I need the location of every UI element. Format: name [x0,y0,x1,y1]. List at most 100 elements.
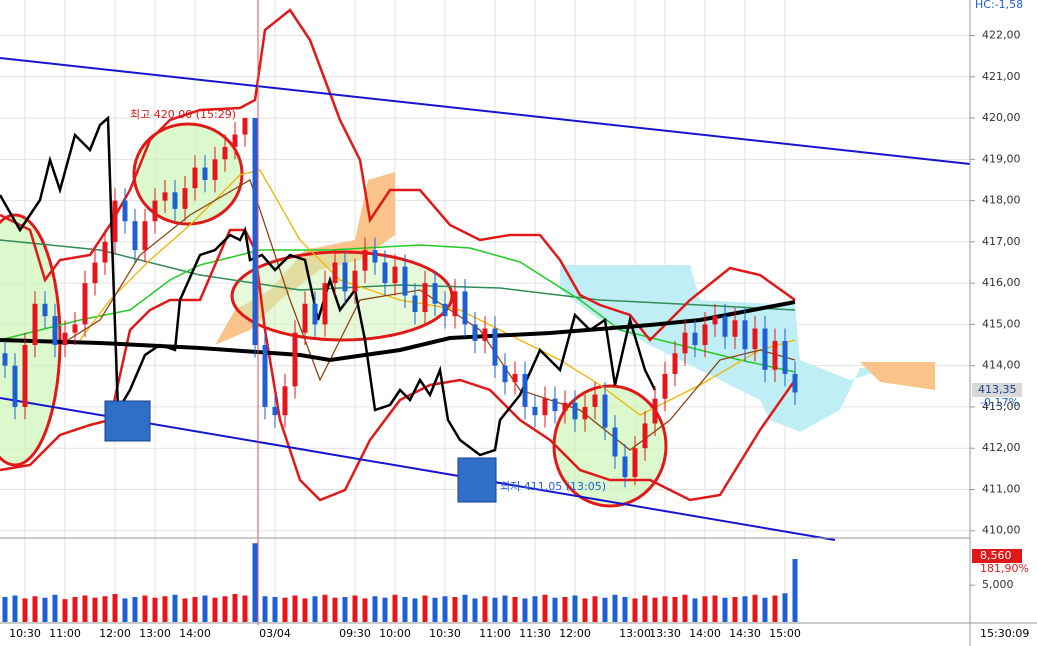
x-tick-label: 10:30 [429,627,461,640]
candle-body [612,427,618,457]
volume-bar [582,598,588,622]
volume-bar [772,595,778,622]
x-tick-label: 10:30 [9,627,41,640]
volume-box [972,549,1022,563]
volume-last: 8,560 [980,549,1012,562]
marker-box [104,400,151,442]
x-tick-label: 14:00 [689,627,721,640]
candle-body [512,373,518,383]
volume-bar [602,597,608,622]
candle-body [122,200,128,222]
volume-bar [332,597,338,622]
last-price: 413,35 [978,383,1017,396]
volume-bar [422,595,428,622]
y-tick-label: 410,00 [982,524,1021,537]
volume-bar [232,594,238,622]
x-tick-label: 10:00 [379,627,411,640]
candle-body [542,398,548,416]
candle-body [412,295,418,313]
volume-bar [762,597,768,622]
volume-bar [252,543,258,622]
volume-bar [692,598,698,622]
candle-body [772,340,778,370]
volume-bar [702,596,708,622]
candle-body [172,192,178,209]
candle-body [532,406,538,416]
x-tick-label: 12:00 [99,627,131,640]
ma-line [0,239,796,311]
candle-body [332,262,338,284]
candle-body [782,340,788,374]
y-tick-label: 420,00 [982,111,1021,124]
candle-body [762,328,768,370]
candle-body [262,345,268,407]
candle-body [702,324,708,346]
volume-bar [542,594,548,622]
y-tick-label: 422,00 [982,29,1021,42]
candle-body [242,118,248,135]
volume-bar [462,594,468,622]
x-tick-label: 12:00 [559,627,591,640]
volume-bar [52,594,58,622]
candle-body [472,324,478,341]
candle-body [692,332,698,346]
candle-body [272,406,278,416]
candle-body [72,324,78,333]
volume-bar [612,594,618,622]
high-note: 최고 420,00 (15:29) [130,108,236,121]
volume-bar [492,597,498,622]
volume-bar [482,596,488,622]
y-tick-label: 412,00 [982,441,1021,454]
candle-body [632,448,638,478]
volume-bar [132,596,138,622]
volume-bar [792,558,798,622]
volume-bar [202,595,208,622]
candle-body [312,303,318,325]
y-tick-label: 417,00 [982,235,1021,248]
volume-bar [192,596,198,622]
volume-bar [672,596,678,622]
volume-bar [292,595,298,622]
candle-body [342,262,348,292]
candle-body [132,221,138,251]
candle-body [592,394,598,407]
x-tick-label: 09:30 [339,627,371,640]
candle-body [182,188,188,209]
volume-bar [172,594,178,622]
x-tick-label: 13:00 [139,627,171,640]
candle-body [572,402,578,420]
volume-bar [272,596,278,622]
candle-body [352,270,358,292]
candle-body [672,353,678,374]
volume-bar [212,597,218,622]
candle-body [92,262,98,284]
volume-bar [262,596,268,622]
volume-bar [452,596,458,622]
candle-body [722,316,728,337]
candle-body [252,118,258,346]
candle-body [232,134,238,147]
volume-bar [152,597,158,622]
candle-body [62,332,68,346]
x-tick-label: 13:30 [649,627,681,640]
candle-body [582,406,588,420]
volume-bar [522,598,528,622]
volume-bar [532,596,538,622]
candle-body [442,303,448,317]
candle-body [102,241,108,263]
volume-bar [342,596,348,622]
volume-bar [42,597,48,622]
volume-bar [92,597,98,622]
volume-bar [502,595,508,622]
candle-body [712,316,718,325]
x-tick-label: 11:00 [49,627,81,640]
ma-line [59,179,796,451]
candle-body [662,373,668,399]
volume-bar [22,598,28,622]
volume-bar [142,595,148,622]
candle-body [2,353,8,366]
volume-bar [352,595,358,622]
candle-body [32,303,38,346]
volume-ratio: 181,90% [980,562,1029,575]
